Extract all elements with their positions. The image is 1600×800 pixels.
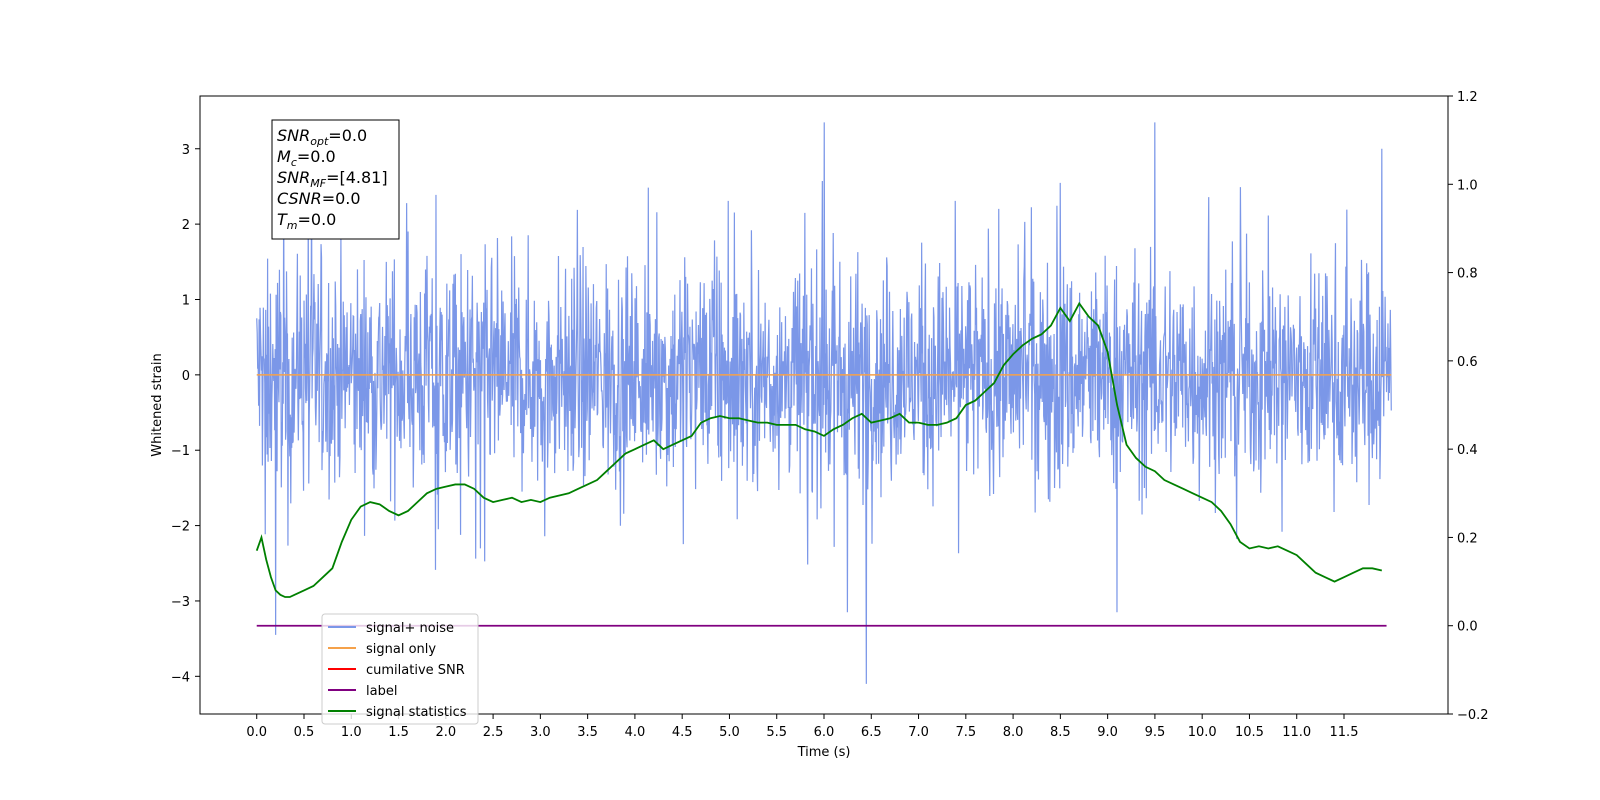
x-tick-label: 7.0 bbox=[908, 725, 929, 740]
y2-tick-label: 1.2 bbox=[1457, 90, 1478, 105]
y-tick-label: −1 bbox=[171, 444, 190, 459]
legend-entry: signal statistics bbox=[366, 705, 467, 720]
legend-entry: cumilative SNR bbox=[366, 663, 465, 678]
y-axis-label: Whitened strain bbox=[150, 353, 165, 456]
x-tick-label: 2.0 bbox=[435, 725, 456, 740]
stats-var: SNR bbox=[277, 126, 310, 145]
x-tick-label: 5.5 bbox=[766, 725, 787, 740]
stats-line: Tm=0.0 bbox=[277, 210, 336, 232]
y-axis-ticks: 3 2 1 0 −1 −2 −3 −4 bbox=[171, 143, 200, 685]
stats-line: SNRMF=[4.81] bbox=[277, 168, 388, 190]
y-tick-label: 2 bbox=[182, 218, 190, 233]
x-tick-label: 8.0 bbox=[1003, 725, 1024, 740]
stats-subscript: opt bbox=[310, 135, 329, 148]
y2-axis-ticks: 1.2 1.0 0.8 0.6 0.4 0.2 0.0 −0.2 bbox=[1448, 90, 1489, 723]
legend-entry: signal+ noise bbox=[366, 621, 454, 636]
x-tick-label: 11.0 bbox=[1282, 725, 1311, 740]
legend-entry: label bbox=[366, 684, 397, 699]
stats-value: =0.0 bbox=[297, 147, 336, 166]
x-tick-label: 5.0 bbox=[719, 725, 740, 740]
x-tick-label: 10.5 bbox=[1235, 725, 1264, 740]
stats-line: Mc=0.0 bbox=[277, 147, 336, 169]
y-tick-label: −2 bbox=[171, 520, 190, 535]
stats-value: =0.0 bbox=[298, 210, 337, 229]
stats-var: SNR bbox=[277, 168, 310, 187]
x-tick-label: 4.5 bbox=[672, 725, 693, 740]
x-tick-label: 8.5 bbox=[1050, 725, 1071, 740]
stats-box: SNRopt=0.0Mc=0.0SNRMF=[4.81]CSNR=0.0Tm=0… bbox=[271, 119, 400, 240]
x-tick-label: 9.5 bbox=[1145, 725, 1166, 740]
y-tick-label: 1 bbox=[182, 293, 190, 308]
y2-tick-label: −0.2 bbox=[1457, 708, 1489, 723]
x-tick-label: 6.0 bbox=[814, 725, 835, 740]
x-tick-label: 0.0 bbox=[246, 725, 267, 740]
x-axis-label: Time (s) bbox=[797, 745, 851, 760]
stats-value: =0.0 bbox=[322, 189, 361, 208]
y2-tick-label: 0.2 bbox=[1457, 531, 1478, 546]
stats-value: =[4.81] bbox=[326, 168, 388, 187]
x-tick-label: 2.5 bbox=[483, 725, 504, 740]
x-tick-label: 3.0 bbox=[530, 725, 551, 740]
stats-line: SNRopt=0.0 bbox=[277, 126, 367, 148]
stats-line: CSNR=0.0 bbox=[277, 189, 361, 208]
series-line-signal-statistics bbox=[255, 301, 1383, 598]
legend: signal+ noise signal only cumilative SNR la… bbox=[321, 613, 479, 725]
x-tick-label: 0.5 bbox=[294, 725, 315, 740]
stats-var: CSNR bbox=[277, 189, 322, 208]
y-tick-label: 0 bbox=[182, 369, 190, 384]
x-tick-label: 9.0 bbox=[1097, 725, 1118, 740]
stats-value: =0.0 bbox=[328, 126, 367, 145]
legend-frame bbox=[321, 613, 479, 725]
stats-subscript: m bbox=[287, 219, 298, 232]
x-tick-label: 3.5 bbox=[577, 725, 598, 740]
x-tick-label: 7.5 bbox=[955, 725, 976, 740]
stats-var: T bbox=[277, 210, 288, 229]
y-tick-label: −4 bbox=[171, 670, 190, 685]
y2-tick-label: 0.0 bbox=[1457, 620, 1478, 635]
x-tick-label: 1.5 bbox=[388, 725, 409, 740]
y2-tick-label: 0.6 bbox=[1457, 355, 1478, 370]
y2-tick-label: 0.4 bbox=[1457, 443, 1478, 458]
stats-box-frame bbox=[271, 119, 400, 240]
stats-subscript: MF bbox=[310, 177, 326, 190]
y2-tick-label: 0.8 bbox=[1457, 267, 1478, 282]
x-tick-label: 11.5 bbox=[1330, 725, 1359, 740]
y2-tick-label: 1.0 bbox=[1457, 178, 1478, 193]
x-axis-ticks: 0.0 0.5 1.0 1.5 2.0 2.5 3.0 3.5 4.0 4.5 5.0 5.5 6.0 6… bbox=[246, 714, 1358, 740]
stats-var: M bbox=[277, 147, 291, 166]
legend-entry: signal only bbox=[366, 642, 436, 657]
x-tick-label: 1.0 bbox=[341, 725, 362, 740]
x-tick-label: 4.0 bbox=[625, 725, 646, 740]
x-tick-label: 10.0 bbox=[1188, 725, 1217, 740]
stats-subscript: c bbox=[291, 156, 297, 169]
y-tick-label: −3 bbox=[171, 595, 190, 610]
x-tick-label: 6.5 bbox=[861, 725, 882, 740]
y-tick-label: 3 bbox=[182, 143, 190, 158]
